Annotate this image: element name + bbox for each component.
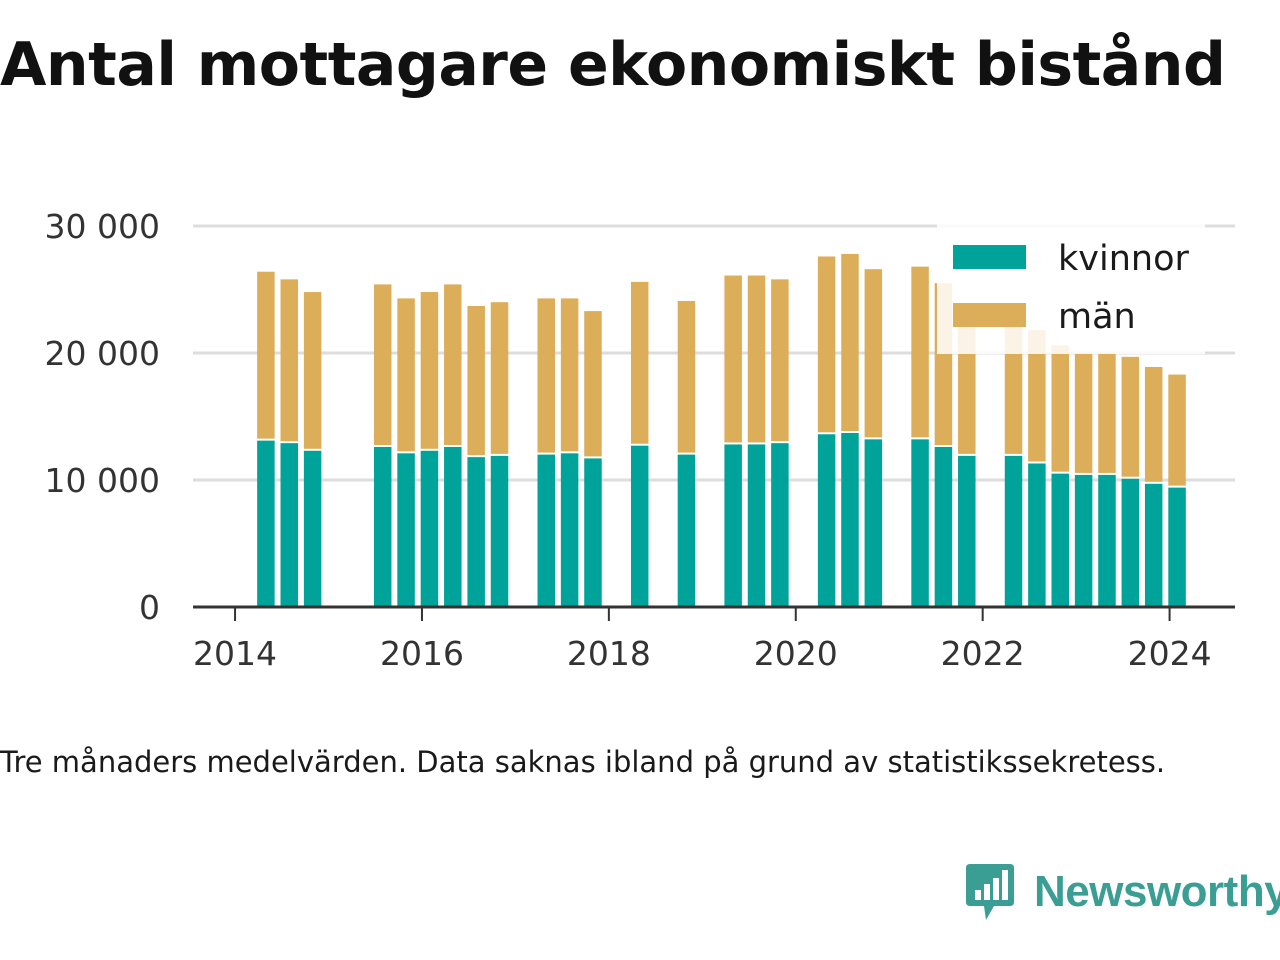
bar-women	[771, 443, 789, 607]
chart-area: 0 10 000 20 000 30 000 2014 2016 2018 2020 2022…	[45, 207, 1235, 673]
legend: kvinnor män	[937, 222, 1205, 354]
bar-women	[1074, 474, 1093, 607]
bar-women	[257, 440, 275, 607]
bar-men	[1121, 356, 1140, 477]
bar-women	[537, 454, 556, 607]
bar-men	[1098, 353, 1116, 473]
bar-men	[490, 302, 509, 454]
brand-logo: Newsworthy	[964, 862, 1280, 922]
bar-men	[817, 256, 836, 433]
bar-women	[817, 434, 836, 607]
y-tick-label: 0	[139, 588, 160, 627]
y-tick-label: 30 000	[45, 207, 160, 246]
bar-men	[1004, 326, 1023, 454]
bar-men	[467, 306, 485, 456]
bar-women	[373, 446, 392, 607]
bar-women	[397, 453, 415, 607]
bar-women	[747, 444, 766, 607]
bar-men	[1028, 330, 1046, 462]
legend-label: kvinnor	[1058, 239, 1189, 279]
bar-men	[584, 311, 602, 457]
x-tick-label: 2022	[941, 634, 1025, 673]
bar-women	[420, 450, 439, 607]
bar-men	[1074, 353, 1093, 473]
bar-women	[911, 439, 929, 607]
bar-women	[1051, 473, 1069, 607]
bar-men	[560, 298, 579, 452]
bar-men	[771, 279, 789, 442]
bar-men	[257, 271, 275, 439]
y-tick-label: 10 000	[45, 461, 160, 500]
legend-swatch	[953, 303, 1026, 327]
bar-men	[630, 281, 649, 444]
x-tick-label: 2018	[567, 634, 651, 673]
bar-women	[280, 443, 299, 607]
bar-men	[958, 327, 976, 454]
bar-men	[373, 284, 392, 445]
bar-women	[724, 444, 742, 607]
bar-women	[303, 450, 322, 607]
bar-women	[1098, 474, 1116, 607]
bar-women	[467, 457, 485, 607]
y-tick-label: 20 000	[45, 334, 160, 373]
bar-men	[1051, 345, 1069, 472]
bar-men	[1168, 374, 1186, 486]
bar-men	[677, 300, 696, 453]
bar-women	[1144, 483, 1163, 607]
bar-women	[934, 446, 953, 607]
chart-note: Tre månaders medelvärden. Data saknas ib…	[0, 745, 1166, 779]
x-tick-label: 2024	[1128, 634, 1212, 673]
x-axis: 2014 2016 2018 2020 2022 2024	[193, 605, 1235, 673]
x-tick-label: 2020	[754, 634, 838, 673]
bar-men	[911, 266, 929, 438]
x-tick-label: 2014	[193, 634, 277, 673]
bar-men	[303, 292, 322, 449]
bar-men	[280, 279, 299, 442]
legend-swatch	[953, 245, 1026, 269]
bar-men	[1144, 366, 1163, 482]
bar-women	[1121, 478, 1140, 607]
bar-men	[864, 269, 883, 438]
bar-women	[958, 455, 976, 607]
bar-women	[444, 446, 462, 607]
bar-men	[841, 253, 859, 432]
y-axis-labels: 0 10 000 20 000 30 000	[45, 207, 160, 627]
bar-men	[397, 298, 415, 452]
bar-women	[864, 439, 883, 607]
bar-women	[630, 445, 649, 607]
bar-women	[560, 453, 579, 607]
bar-women	[490, 455, 509, 607]
bar-men	[747, 275, 766, 443]
bar-women	[1028, 463, 1046, 607]
bar-women	[677, 454, 696, 607]
legend-label: män	[1058, 297, 1136, 337]
chart-title: Antal mottagare ekonomiskt bistånd	[0, 30, 1226, 100]
bar-men	[420, 292, 439, 449]
bar-men	[537, 298, 556, 453]
bar-women	[1004, 455, 1023, 607]
bar-women	[841, 433, 859, 607]
legend-background	[937, 222, 1205, 354]
x-tick-label: 2016	[380, 634, 464, 673]
bar-men	[444, 284, 462, 445]
brand-name: Newsworthy	[1034, 867, 1280, 916]
bar-women	[584, 458, 602, 607]
bar-men	[724, 275, 742, 443]
newsworthy-logo-icon	[966, 864, 1014, 920]
bars	[257, 253, 1186, 607]
bar-women	[1168, 487, 1186, 607]
